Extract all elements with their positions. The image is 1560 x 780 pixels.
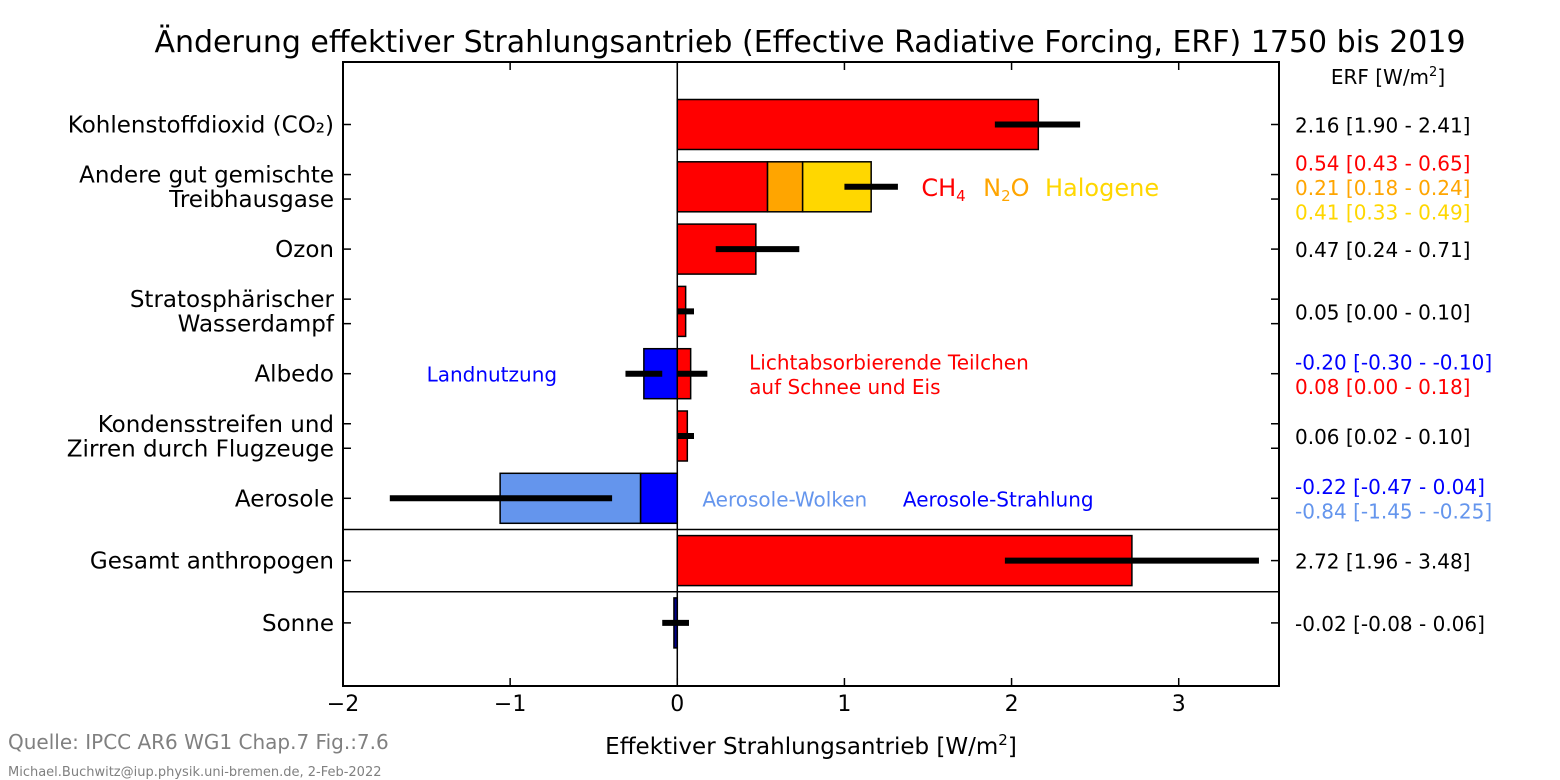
bar-6-9: [639, 472, 679, 525]
erf-value: 0.08 [0.00 - 0.18]: [1295, 375, 1471, 399]
gas-legend-label: CH4: [921, 174, 965, 205]
category-label: Zirren durch Flugzeuge: [67, 436, 334, 462]
annotation: Aerosole-Strahlung: [903, 487, 1094, 511]
chart-title: Änderung effektiver Strahlungsantrieb (E…: [154, 24, 1465, 60]
erf-value: 0.41 [0.33 - 0.49]: [1295, 200, 1471, 224]
erf-value: -0.02 [-0.08 - 0.06]: [1295, 612, 1485, 636]
category-label: Stratosphärischer: [130, 287, 335, 313]
category-label: Sonne: [262, 611, 334, 637]
erf-value: 0.47 [0.24 - 0.71]: [1295, 238, 1471, 262]
x-tick-label: 1: [837, 692, 851, 717]
category-label: Albedo: [254, 362, 334, 388]
bar-1-2: [766, 161, 804, 213]
x-tick-label: −2: [327, 692, 359, 717]
x-tick-label: 0: [670, 692, 684, 717]
gas-legend-label: Halogene: [1045, 174, 1159, 202]
annotation: Landnutzung: [427, 363, 558, 387]
category-label: Andere gut gemischte: [79, 163, 334, 189]
category-label: Kondensstreifen und: [98, 412, 334, 438]
erf-column-header: ERF [W/m2]: [1331, 65, 1445, 89]
source-note: Quelle: IPCC AR6 WG1 Chap.7 Fig.:7.6: [8, 730, 389, 754]
annotation: auf Schnee und Eis: [749, 375, 940, 399]
annotation: Aerosole-Wolken: [702, 487, 867, 511]
erf-value: 2.72 [1.96 - 3.48]: [1295, 550, 1471, 574]
x-axis-label: Effektiver Strahlungsantrieb [W/m2]: [605, 731, 1017, 760]
category-label: Wasserdampf: [178, 312, 335, 338]
erf-value: 0.21 [0.18 - 0.24]: [1295, 176, 1471, 200]
erf-value: -0.20 [-0.30 - -0.10]: [1295, 350, 1492, 374]
bar-0-0: [676, 98, 1040, 151]
category-label: Kohlenstoffdioxid (CO₂): [68, 113, 334, 139]
category-label: Ozon: [275, 237, 334, 263]
plot-area: −2 −1 0 1 2 3 Kohlenstoffdioxid (CO₂) Andere gu…: [67, 61, 1492, 760]
erf-value: 0.54 [0.43 - 0.65]: [1295, 151, 1471, 175]
author-credit: Michael.Buchwitz@iup.physik.uni-bremen.d…: [8, 765, 382, 780]
x-tick-label: 3: [1172, 692, 1186, 717]
erf-value: 2.16 [1.90 - 2.41]: [1295, 114, 1471, 138]
erf-value: -0.84 [-1.45 - -0.25]: [1295, 500, 1492, 524]
x-tick-label: 2: [1005, 692, 1019, 717]
annotation: Lichtabsorbierende Teilchen: [749, 350, 1029, 374]
category-label: Aerosole: [235, 486, 334, 512]
gas-legend-label: N2O: [983, 174, 1029, 205]
category-label: Gesamt anthropogen: [90, 549, 334, 575]
x-tick-label: −1: [494, 692, 526, 717]
erf-value: -0.22 [-0.47 - 0.04]: [1295, 475, 1485, 499]
erf-value: 0.05 [0.00 - 0.10]: [1295, 300, 1471, 324]
bar-1-1: [676, 161, 769, 213]
category-label: Treibhausgase: [168, 187, 334, 213]
erf-value: 0.06 [0.02 - 0.10]: [1295, 425, 1471, 449]
